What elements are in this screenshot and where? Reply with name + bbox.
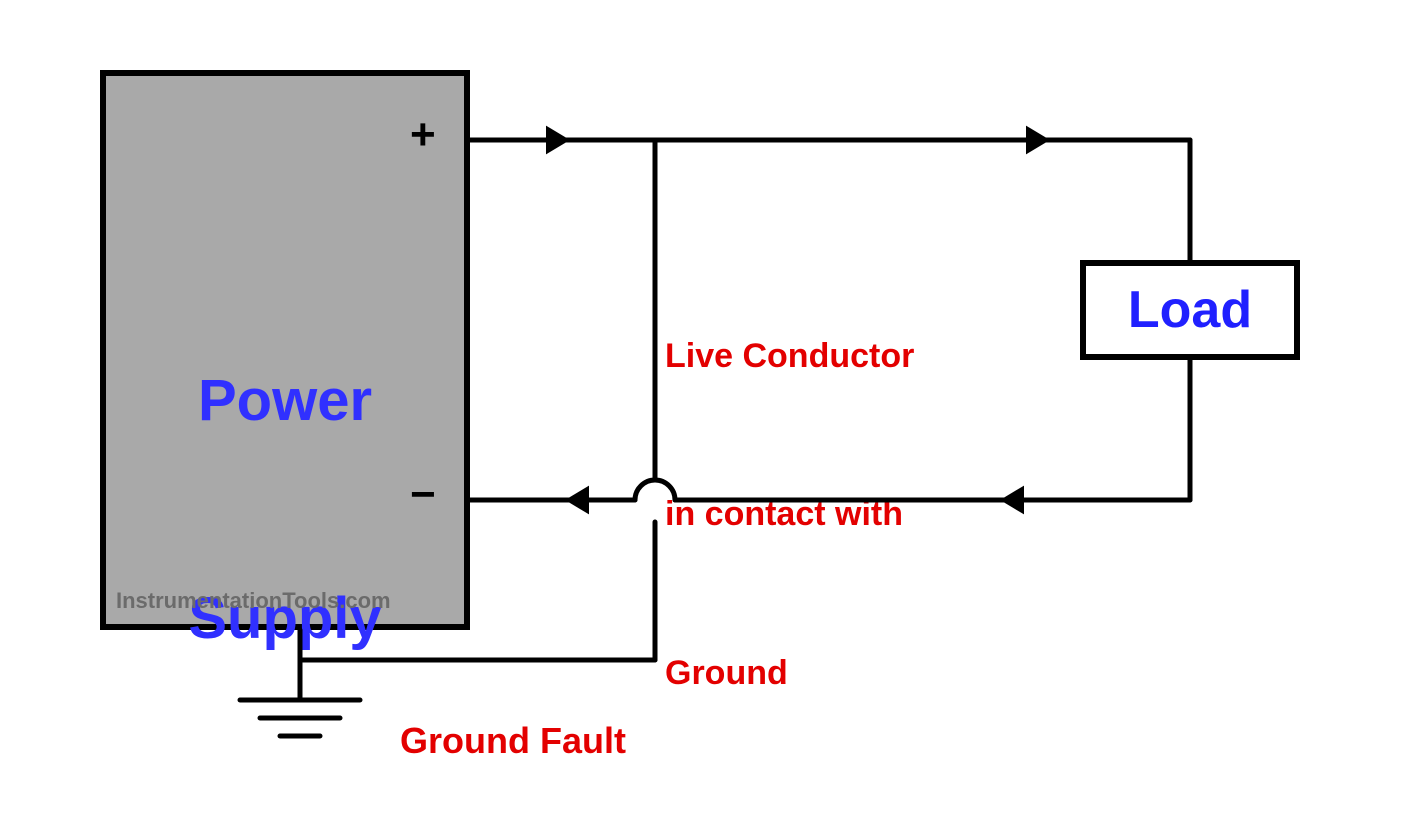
ground-fault-diagram: Power Supply + − InstrumentationTools.co… [0,0,1406,838]
watermark-text: InstrumentationTools.com [116,588,391,614]
ground-fault-annotation: Ground Fault [400,720,626,762]
minus-terminal-symbol: − [410,470,436,520]
live-conductor-line2: in contact with [665,488,914,541]
load-label: Load [1128,280,1252,340]
live-conductor-annotation: Live Conductor in contact with Ground [665,225,914,805]
load-box: Load [1080,260,1300,360]
live-conductor-line3: Ground [665,647,914,700]
power-supply-label-line1: Power [100,365,470,438]
live-conductor-line1: Live Conductor [665,330,914,383]
plus-terminal-symbol: + [410,110,436,160]
